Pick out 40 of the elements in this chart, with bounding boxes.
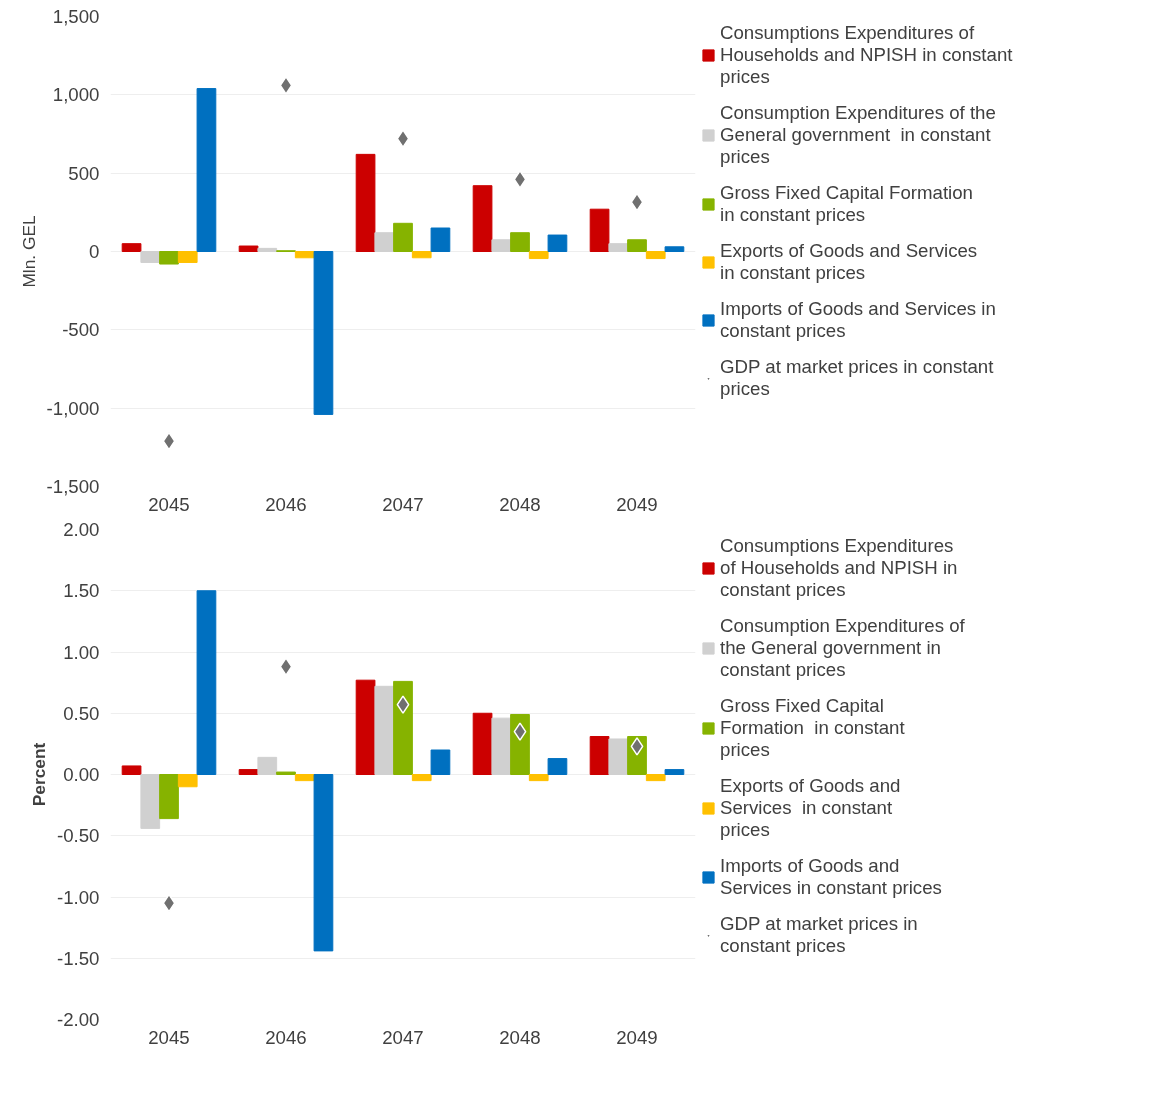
y-tick-label: -1,500 — [46, 476, 100, 497]
legend-label: Exports of Goods and Services in constant prices — [720, 240, 978, 284]
legend-label: GDP at market prices in constant prices — [720, 356, 994, 400]
y-tick-label: 1,000 — [52, 84, 100, 106]
x-tick-label: 2047 — [382, 1026, 424, 1048]
legend-label: Consumptions Expenditures of Households and NPISH in constant prices — [720, 22, 1013, 88]
y-tick-label: 1.50 — [63, 580, 100, 602]
legend-label: Gross Fixed Capital Formation in constant prices — [720, 695, 905, 761]
y-axis-title: Mln. GEL — [18, 215, 39, 288]
x-tick-label: 2048 — [499, 493, 541, 515]
x-tick-label: 2048 — [499, 1026, 541, 1048]
x-tick-label: 2049 — [616, 493, 658, 515]
x-tick-label: 2047 — [382, 493, 424, 515]
legend-label: Consumptions Expenditures of Households and NPISH in constant prices — [720, 535, 958, 601]
y-tick-label: 0.50 — [63, 702, 100, 724]
y-tick-label: -2.00 — [56, 1009, 100, 1030]
legend-label: Exports of Goods and Services in constant prices — [720, 775, 901, 841]
y-tick-label: -1,000 — [46, 397, 100, 419]
x-tick-label: 2045 — [148, 493, 190, 515]
y-tick-label: 1,500 — [52, 6, 100, 27]
legend-label: Gross Fixed Capital Formation in constant prices — [720, 182, 973, 226]
x-tick-label: 2046 — [265, 493, 307, 515]
y-tick-label: 2.00 — [63, 519, 100, 540]
y-tick-label: -500 — [62, 319, 100, 341]
y-tick-label: 0.00 — [63, 764, 100, 785]
legend-label: Imports of Goods and Services in constant prices — [720, 298, 996, 342]
x-tick-label: 2045 — [148, 1026, 190, 1048]
y-axis-title: Percent — [28, 742, 49, 807]
y-tick-label: 0 — [89, 241, 100, 262]
legend-label: GDP at market prices in constant prices — [720, 913, 918, 957]
x-tick-label: 2049 — [616, 1026, 658, 1048]
x-tick-label: 2046 — [265, 1026, 307, 1048]
legend-label: Imports of Goods and Services in constant prices — [720, 855, 942, 899]
y-tick-label: 1.00 — [63, 641, 100, 663]
legend-label: Consumption Expenditures of the General government in constant prices — [720, 102, 996, 168]
y-tick-label: 500 — [68, 162, 100, 184]
legend-label: Consumption Expenditures of the General government in constant prices — [720, 615, 965, 681]
y-tick-label: -1.50 — [56, 947, 100, 969]
y-tick-label: -0.50 — [56, 825, 100, 847]
y-tick-label: -1.00 — [56, 886, 100, 908]
